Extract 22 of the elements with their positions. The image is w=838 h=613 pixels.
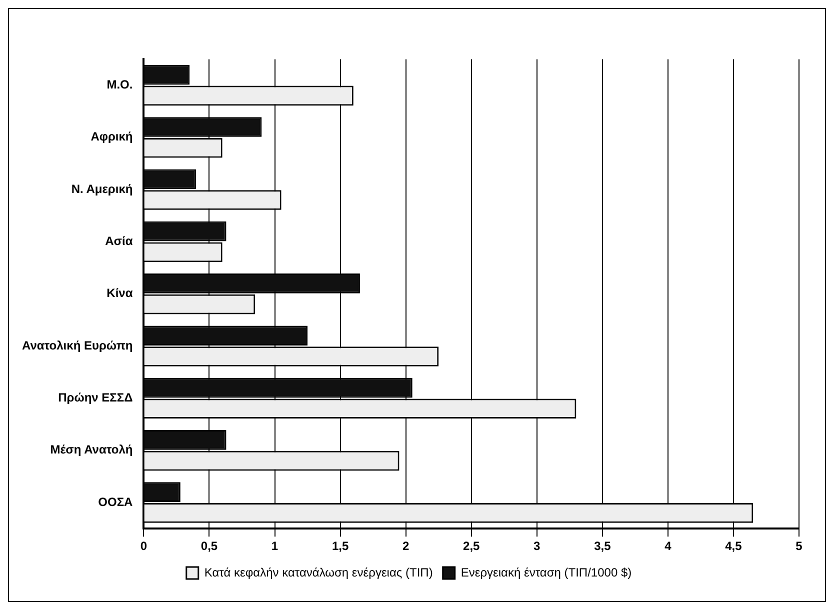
y-tick-label: Κίνα [106,286,134,300]
y-tick-label: Μέση Ανατολή [50,442,133,457]
y-tick-label: Ν. Αμερική [71,182,133,196]
x-tick-label: 2 [402,539,410,554]
y-tick-label: Αφρική [90,130,133,144]
legend-label: Ενεργειακή ένταση (ΤΙΠ/1000 $) [460,565,632,580]
y-tick-label: Ασία [105,234,134,248]
x-tick-label: 2,5 [463,539,480,554]
x-tick-label: 4 [664,539,672,554]
y-tick-label: Πρώην ΕΣΣΔ [58,390,134,405]
legend-label: Κατά κεφαλήν κατανάλωση ενέργειας (ΤΙΠ) [204,565,433,580]
x-tick-label: 1 [271,539,278,554]
y-tick-label: ΟΟΣΑ [98,494,134,509]
x-tick-label: 1,5 [332,539,349,554]
y-tick-label: Μ.Ο. [106,78,133,92]
y-tick-label: Ανατολική Ευρώπη [22,338,133,352]
x-tick-label: 3 [534,539,541,554]
x-tick-label: 0 [140,539,148,554]
x-tick-label: 0,5 [200,539,218,554]
x-tick-label: 5 [796,539,803,554]
x-tick-label: 3,5 [594,539,612,554]
x-tick-label: 4,5 [725,539,742,554]
